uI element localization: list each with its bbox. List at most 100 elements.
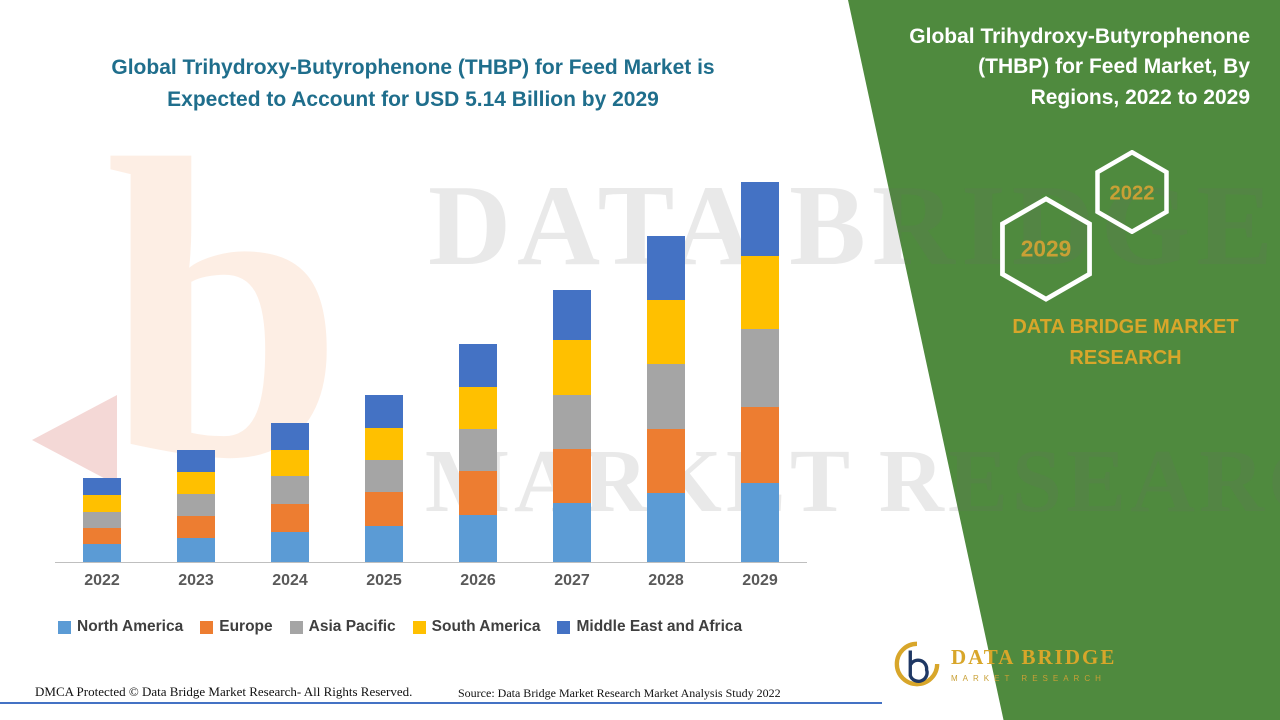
legend-label: South America [431,618,541,635]
bar-segment [741,181,779,256]
chart-title-line1: Global Trihydroxy-Butyrophenone (THBP) f… [111,56,715,79]
hexagon-2022: 2022 [1094,150,1170,234]
bar-segment [647,364,685,429]
x-axis-label: 2028 [648,572,684,589]
data-bridge-logo: DATA BRIDGE MARKET RESEARCH [893,640,1116,688]
logo-subtitle: MARKET RESEARCH [951,674,1106,683]
bar-segment [365,428,403,460]
stacked-bar-2024 [271,423,309,562]
dmca-notice: DMCA Protected © Data Bridge Market Rese… [35,684,413,699]
x-axis-label: 2029 [742,572,778,589]
bar-segment [365,492,403,526]
logo-name: DATA BRIDGE [951,645,1117,669]
hexagon-2022-label: 2022 [1109,183,1154,205]
data-bridge-logo-text: DATA BRIDGE MARKET RESEARCH [951,645,1116,683]
source-note: Source: Data Bridge Market Research Mark… [458,686,781,700]
bar-segment [459,386,497,429]
brand-text: DATA BRIDGE MARKET RESEARCH [1012,316,1239,369]
legend-item: Middle East and Africa [557,618,742,636]
legend-label: North America [77,618,184,635]
bar-slot [337,178,431,562]
bar-segment [553,289,591,341]
x-axis-label: 2026 [460,572,496,589]
legend-item: South America [412,618,541,636]
bar-segment [741,482,779,562]
chart-title-line2: Expected to Account for USD 5.14 Billion… [167,87,659,111]
bar-slot [619,178,713,562]
bar-slot [55,178,149,562]
x-axis-label: 2025 [366,572,402,589]
panel-title: Global Trihydroxy-Butyrophenone (THBP) f… [909,25,1250,109]
hexagon-2029-label: 2029 [1021,236,1072,262]
legend-swatch-icon [412,620,426,634]
bar-slot [149,178,243,562]
stacked-bar-2029 [741,181,779,562]
legend-item: Asia Pacific [289,618,396,636]
bar-segment [177,538,215,562]
bar-segment [741,255,779,329]
bar-segment [177,493,215,517]
legend-item: Europe [200,618,273,636]
bar-segment [553,448,591,503]
hexagon-2022-outline [1095,150,1169,234]
hexagon-2029-outline [1000,196,1092,302]
legend-label: Middle East and Africa [576,618,743,635]
legend-label: Europe [219,618,273,635]
bar-segment [365,525,403,562]
bar-segment [177,516,215,539]
legend-label: Asia Pacific [308,618,396,635]
bar-segment [83,544,121,562]
bar-segment [271,476,309,505]
bar-segment [553,502,591,562]
bar-segment [741,328,779,407]
bar-segment [553,394,591,449]
footer-divider-line [0,702,882,704]
legend-item: North America [58,618,183,636]
bar-segment [741,406,779,483]
bar-segment [271,504,309,533]
bar-segment [83,494,121,512]
bar-segment [647,300,685,365]
bar-segment [83,527,121,545]
legend-swatch-icon [557,620,571,634]
x-axis-labels: 2022 2023 2024 2025 2026 2027 2028 2029 [55,572,807,590]
bar-segment [459,470,497,515]
chart-legend: North America Europe Asia Pacific South Ame… [58,618,848,636]
bar-segment [459,428,497,471]
bar-segment [647,493,685,562]
bar-slot [525,178,619,562]
stacked-bar-2026 [459,343,497,562]
x-axis-label: 2024 [272,572,308,589]
stacked-bar-chart [55,178,807,563]
bar-segment [271,449,309,477]
x-axis-label: 2023 [178,572,214,589]
bar-segment [647,428,685,494]
legend-swatch-icon [289,620,303,634]
x-axis-label: 2022 [84,572,120,589]
bar-slot [713,178,807,562]
stacked-bar-2028 [647,236,685,562]
bar-segment [83,511,121,528]
data-bridge-logo-icon [894,641,940,687]
bar-segment [459,514,497,562]
legend-swatch-icon [200,620,214,634]
bar-segment [365,459,403,493]
bar-segment [271,532,309,562]
bar-segment [177,449,215,472]
chart-title: Global Trihydroxy-Butyrophenone (THBP) f… [88,52,738,115]
stacked-bar-2027 [553,289,591,562]
bar-slot [431,178,525,562]
bar-segment [553,340,591,395]
stacked-bar-2022 [83,477,121,562]
bar-segment [459,343,497,387]
bar-segment [647,236,685,301]
bar-slot [243,178,337,562]
stacked-bar-2025 [365,395,403,562]
bar-segment [365,395,403,429]
bar-segment [271,423,309,450]
hexagon-2029: 2029 [998,196,1094,302]
bar-segment [83,477,121,495]
x-axis-label: 2027 [554,572,590,589]
stacked-bar-2023 [177,449,215,562]
legend-swatch-icon [58,620,71,634]
